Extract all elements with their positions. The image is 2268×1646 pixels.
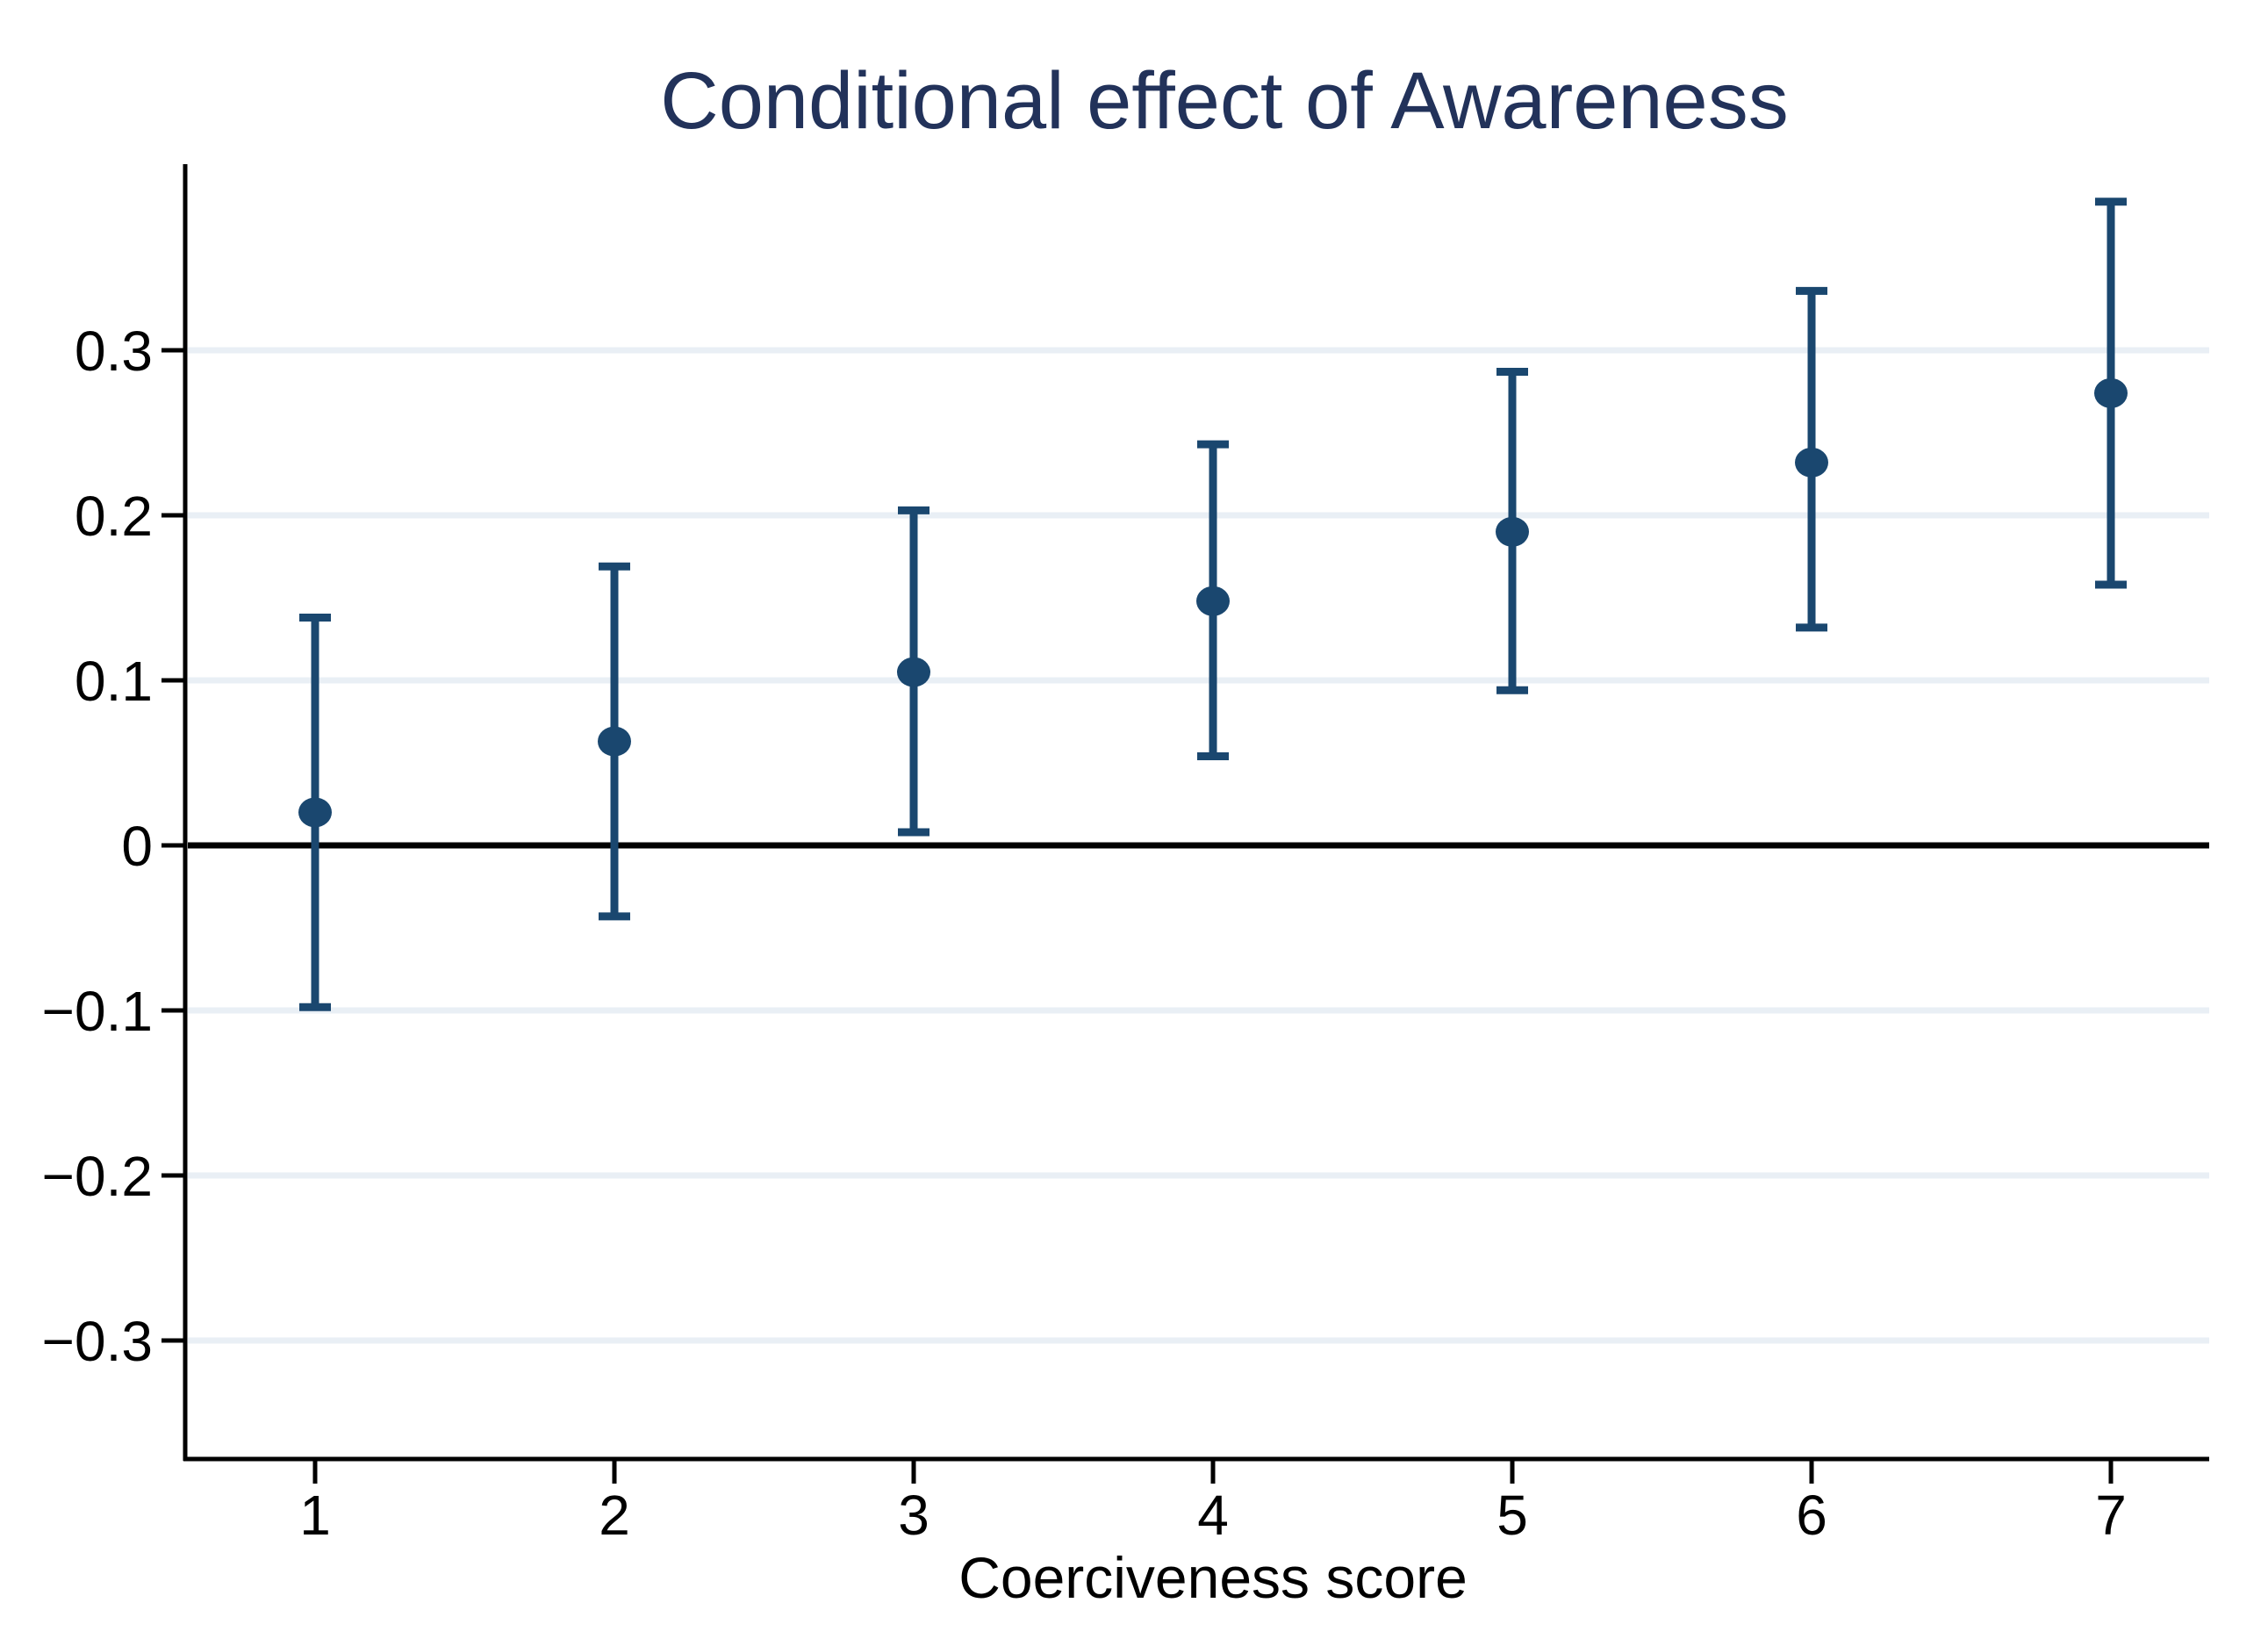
point-marker (598, 726, 631, 757)
x-axis-tick-label: 6 (1796, 1484, 1827, 1547)
y-axis-tick-label: 0.2 (75, 485, 153, 548)
error-bar (1795, 286, 1828, 632)
y-axis-tick-label: −0.1 (42, 980, 153, 1043)
point-marker (298, 797, 332, 828)
x-axis-tick-label: 4 (1197, 1484, 1229, 1547)
point-marker (1795, 447, 1828, 478)
error-bar (2094, 198, 2128, 589)
error-bar (298, 614, 332, 1011)
x-axis-tick-label: 1 (299, 1484, 331, 1547)
x-axis-tick-label: 2 (599, 1484, 630, 1547)
chart-title: Conditional effect of Awareness (660, 56, 1788, 146)
point-marker (1196, 586, 1230, 616)
error-bar (897, 506, 930, 837)
error-bar (1196, 440, 1230, 760)
x-axis-title: Coerciveness score (958, 1545, 1468, 1610)
point-marker (897, 657, 930, 687)
y-axis-tick-label: 0 (121, 815, 153, 878)
y-axis-tick-label: 0.1 (75, 650, 153, 713)
x-axis-tick-label: 5 (1496, 1484, 1528, 1547)
x-axis-tick-label: 7 (2095, 1484, 2127, 1547)
y-axis-tick-label: −0.2 (42, 1145, 153, 1208)
grid-layer (188, 347, 2209, 1344)
y-axis-tick-label: 0.3 (75, 320, 153, 383)
axis-layer: 0.3 0.2 0.1 0 −0.1 −0.2 −0.3 1 2 3 4 5 6 7 (42, 164, 2209, 1547)
point-marker (2094, 377, 2128, 408)
error-bar (598, 562, 631, 921)
point-marker (1496, 516, 1529, 547)
x-axis-tick-label: 3 (898, 1484, 929, 1547)
error-bar (1496, 367, 1529, 694)
y-axis-tick-label: −0.3 (42, 1310, 153, 1373)
data-layer (298, 198, 2128, 1011)
